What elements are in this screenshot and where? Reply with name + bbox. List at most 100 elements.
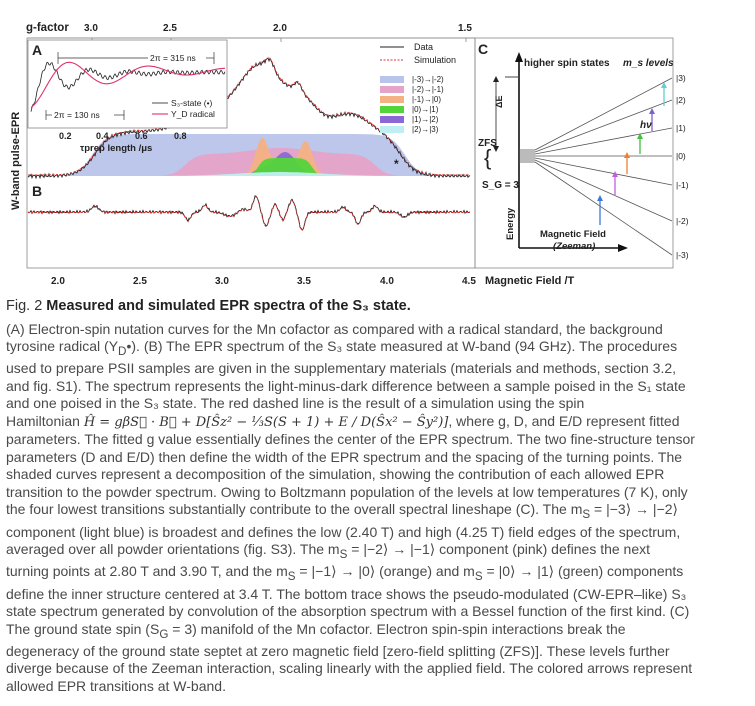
caption-text: (A) Electron-spin nutation curves for th… [6, 320, 663, 355]
transition-arrowhead [649, 108, 655, 114]
delta-e-label: ΔE [494, 96, 504, 108]
legend-transition-swatch [380, 76, 404, 83]
caption-text: = 3) manifold of the Mn cofactor. Electr… [6, 620, 693, 694]
x-axis-label: Magnetic Field /T [485, 275, 575, 287]
nutation-data-trace [30, 61, 226, 112]
energy-axis-arrow [515, 52, 523, 62]
ms-level-label: |0) [676, 151, 686, 161]
g-factor-tick: 2.0 [273, 23, 287, 34]
ms-level-labels: |3) |2) |1) |0) |-1) |-2) |-3) [676, 73, 689, 260]
star-marker: * [394, 157, 399, 171]
g-factor-ticks: 3.0 2.5 2.0 1.5 [84, 23, 472, 42]
zeeman-level [534, 159, 673, 222]
inset-frame [27, 39, 228, 129]
y-axis-label: W-band pulse-EPR [10, 112, 22, 210]
legend-transition-label: |-2)→|-1) [412, 85, 444, 94]
panel-c-label: C [478, 41, 488, 57]
figure-caption: Fig. 2 Measured and simulated EPR spectr… [6, 298, 696, 695]
field-ticks: 2.0 2.5 3.0 3.5 4.0 4.5 [51, 276, 476, 287]
transition-arrowhead [661, 82, 667, 88]
nutation-radical-trace [30, 61, 225, 108]
inset-tick: 0.2 [59, 131, 72, 141]
legend-transition-swatch [380, 126, 404, 133]
transition-component-1 [28, 148, 470, 176]
ms-level-label: |-3) [676, 250, 689, 260]
inset-x-label: τprep length /μs [80, 143, 152, 154]
g-factor-title: g-factor [26, 22, 69, 34]
spectrum-legend: Data Simulation |-3)→|-2)|-2)→|-1)|-1)→|… [380, 42, 456, 134]
legend-transition-swatch [380, 116, 404, 123]
zeeman-level [534, 127, 673, 155]
transition-decomposition [28, 134, 470, 176]
inset-legend-s3: S₃-state (•) [171, 98, 213, 108]
caption-text: , where g, D, and E/D represent fitted p… [6, 412, 695, 518]
ms-level-label: |1) [676, 123, 686, 133]
figure-number: Fig. 2 [6, 298, 43, 314]
caption-heading: Measured and simulated EPR spectra of th… [46, 298, 411, 314]
zeeman-level [534, 77, 673, 151]
caption-text: = |−1⟩ → |0⟩ (orange) and m [295, 563, 475, 580]
ms-level-label: |3) [676, 73, 686, 83]
transition-arrowhead [624, 152, 630, 158]
zfs-brace: { [484, 145, 491, 170]
zfs-label: ZFS [478, 138, 497, 149]
energy-label: Energy [505, 207, 516, 240]
transition-arrowhead [637, 133, 643, 139]
absorption-data-trace [27, 57, 471, 180]
field-tick: 2.5 [133, 276, 147, 287]
panel-b-label: B [32, 183, 42, 199]
ms-level-label: |-1) [676, 180, 689, 190]
figure-2: g-factor 3.0 2.5 2.0 1.5 W-band pulse-EPR *… [10, 22, 689, 287]
ms-levels-label: m_s levels [623, 58, 674, 69]
ms-level-label: |2) [676, 95, 686, 105]
g-factor-tick: 3.0 [84, 23, 98, 34]
panel-c-frame [474, 37, 674, 269]
magnetic-field-label: Magnetic Field [540, 229, 606, 240]
panel-a-inset: A 2π = 315 ns 2π = 130 ns S₃-state (•) Y… [27, 39, 228, 154]
transition-arrowhead [597, 195, 603, 201]
g-factor-tick: 2.5 [163, 23, 177, 34]
field-tick: 4.5 [462, 276, 476, 287]
legend-data-label: Data [414, 42, 433, 52]
period-short-label: 2π = 130 ns [54, 110, 100, 120]
legend-transition-label: |1)→|2) [412, 115, 439, 124]
legend-sim-label: Simulation [414, 55, 456, 65]
zeeman-level [534, 157, 673, 186]
hv-label: hν [640, 120, 652, 131]
transition-arrows [597, 82, 667, 225]
inset-x-ticks: 0.2 0.4 0.6 0.8 [59, 131, 187, 141]
sg-label: S_G = 3 [482, 180, 519, 191]
inset-tick: 0.4 [96, 131, 109, 141]
transition-arrowhead [612, 171, 618, 177]
legend-transition-label: |2)→|3) [412, 125, 439, 134]
inset-legend-yd: Y_D radical [171, 109, 215, 119]
caption-text: ). (B) The EPR spectrum of the S₃ state … [6, 338, 686, 412]
caption-title: Fig. 2 Measured and simulated EPR spectr… [6, 298, 696, 316]
legend-transition-label: |-1)→|0) [412, 95, 441, 104]
field-tick: 3.0 [215, 276, 229, 287]
legend-transition-swatch [380, 96, 404, 103]
derivative-data-trace [27, 195, 471, 231]
inset-tick: 0.8 [174, 131, 187, 141]
legend-transition-label: |-3)→|-2) [412, 75, 444, 84]
hamiltonian-equation: Ĥ = gβS⃗ · B⃗ + D[Ŝz² − ⅓S(S + 1) + E / … [83, 414, 449, 430]
legend-transition-swatch [380, 106, 404, 113]
field-axis-arrow [618, 244, 628, 252]
inset-tick: 0.6 [135, 131, 148, 141]
field-tick: 2.0 [51, 276, 65, 287]
field-tick: 4.0 [380, 276, 394, 287]
derivative-simulation-trace [28, 195, 470, 232]
ms-level-lines [519, 77, 673, 256]
zeeman-label: (Zeeman) [553, 241, 595, 252]
field-tick: 3.5 [297, 276, 311, 287]
caption-text: = |−3⟩ → |−2⟩ component (light blue) is … [6, 501, 681, 558]
caption-body: (A) Electron-spin nutation curves for th… [6, 320, 695, 694]
g-factor-tick: 1.5 [458, 23, 472, 34]
legend-transition-label: |0)→|1) [412, 105, 439, 114]
zeeman-level [534, 99, 673, 153]
zeeman-level [534, 161, 673, 256]
caption-text: = |−2⟩ → |−1⟩ component (pink) defines t… [6, 541, 651, 580]
period-long-label: 2π = 315 ns [150, 53, 196, 63]
ms-level-label: |-2) [676, 216, 689, 226]
panel-c: C higher spin states m_s levels Energy Δ… [474, 37, 689, 269]
